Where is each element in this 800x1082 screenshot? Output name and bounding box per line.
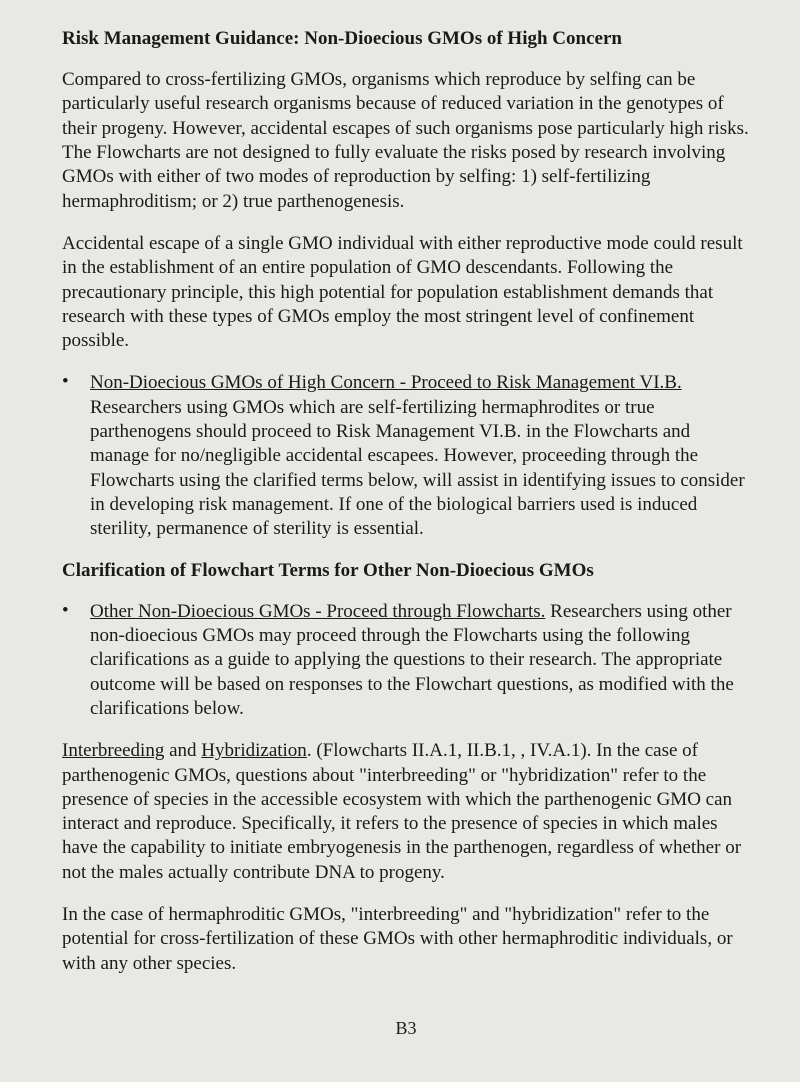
bullet-1-heading: Non-Dioecious GMOs of High Concern - Pro… [90,372,682,393]
page-number: B3 [62,1018,750,1039]
bullet-2-heading: Other Non-Dioecious GMOs - Proceed throu… [90,601,545,622]
bullet-2-content: Other Non-Dioecious GMOs - Proceed throu… [90,600,750,722]
document-title: Risk Management Guidance: Non-Dioecious … [62,28,750,50]
bullet-marker: • [62,371,90,541]
hybridization-term: Hybridization [201,740,307,761]
bullet-marker: • [62,600,90,722]
bullet-item-1: • Non-Dioecious GMOs of High Concern - P… [62,371,750,541]
bullet-item-2: • Other Non-Dioecious GMOs - Proceed thr… [62,600,750,722]
bullet-1-body: Researchers using GMOs which are self-fe… [90,397,745,540]
bullet-1-content: Non-Dioecious GMOs of High Concern - Pro… [90,371,750,541]
interbreeding-term: Interbreeding [62,740,164,761]
paragraph-2: Accidental escape of a single GMO indivi… [62,232,750,354]
para3-rest: . (Flowcharts II.A.1, II.B.1, , IV.A.1).… [62,740,741,883]
paragraph-1: Compared to cross-fertilizing GMOs, orga… [62,68,750,214]
para3-mid: and [164,740,201,761]
paragraph-4: In the case of hermaphroditic GMOs, "int… [62,903,750,976]
paragraph-3: Interbreeding and Hybridization. (Flowch… [62,739,750,885]
section-heading: Clarification of Flowchart Terms for Oth… [62,560,750,582]
